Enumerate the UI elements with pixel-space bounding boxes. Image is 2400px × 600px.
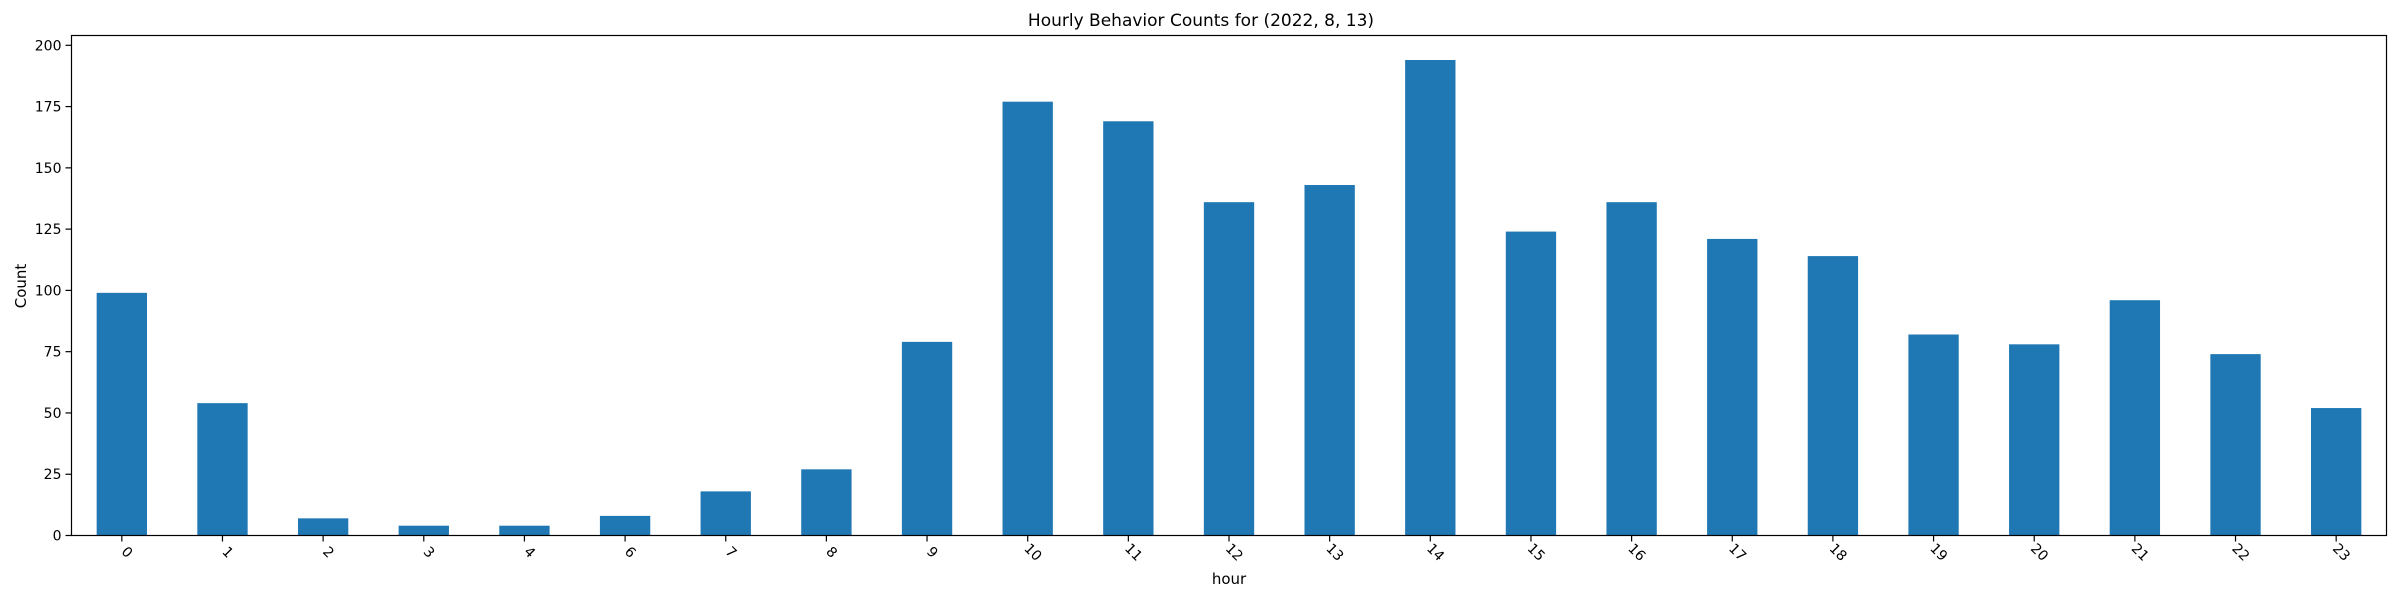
bar-hour-13 [1304,185,1355,536]
x-tick-label: 6 [621,544,639,562]
bar-hour-3 [398,525,449,536]
chart-title: Hourly Behavior Counts for (2022, 8, 13) [1028,11,1374,31]
y-tick-label: 175 [35,100,62,116]
y-tick-label: 0 [53,529,62,545]
x-tick-label: 12 [1222,541,1246,565]
bar-hour-19 [1908,334,1959,536]
bar-hour-14 [1405,60,1456,536]
y-tick-label: 75 [44,345,62,361]
y-tick-label: 50 [44,406,62,422]
y-tick-label: 125 [35,222,62,238]
x-tick-label: 18 [1826,541,1850,565]
bar-hour-16 [1606,202,1657,536]
bar-hour-15 [1505,231,1557,536]
y-axis-label: Count [12,264,30,309]
bar-hour-10 [1002,101,1053,536]
bar-hour-7 [700,491,751,536]
bar-hour-4 [499,525,550,536]
x-tick-label: 23 [2329,541,2353,565]
bar-hour-22 [2210,354,2261,536]
bar-hour-11 [1103,121,1154,536]
x-tick-label: 0 [118,544,136,562]
y-tick-label: 150 [35,161,62,177]
x-tick-label: 10 [1021,541,1045,565]
bar-hour-0 [96,292,147,536]
x-tick-label: 1 [218,544,236,562]
x-axis-label: hour [1212,570,1247,588]
y-tick-label: 200 [35,38,62,54]
bar-hour-6 [599,515,651,536]
x-tick-label: 20 [2027,541,2051,565]
bar-hour-8 [801,469,852,536]
x-tick-label: 17 [1725,541,1749,565]
bar-hour-2 [297,518,349,536]
x-tick-label: 3 [420,544,438,562]
x-tick-label: 16 [1624,541,1648,565]
bar-hour-18 [1807,256,1859,536]
x-tick-label: 22 [2228,541,2252,565]
y-tick-label: 25 [44,467,62,483]
x-tick-label: 8 [822,544,840,562]
x-tick-label: 4 [520,544,538,562]
x-tick-label: 13 [1323,541,1347,565]
x-tick-label: 19 [1926,541,1950,565]
bar-hour-1 [197,403,248,536]
bar-hour-12 [1203,202,1255,536]
bar-hour-17 [1707,238,1758,536]
x-tick-label: 11 [1121,541,1145,565]
x-axis: 0 1 2 3 4 6 7 8 9 10 11 12 13 14 15 16 17 18 19 20 21 22 23 [118,535,2353,565]
x-tick-label: 7 [722,544,740,562]
bar-hour-23 [2311,408,2362,536]
bar-hour-20 [2009,344,2060,536]
x-tick-label: 14 [1423,541,1447,565]
bar-hour-21 [2109,300,2161,536]
x-tick-label: 2 [319,544,337,562]
y-tick-label: 100 [35,283,62,299]
y-axis: 0 25 50 75 100 125 150 175 200 [35,38,72,545]
bars-layer [96,60,2362,536]
x-tick-label: 21 [2128,541,2152,565]
bar-hour-9 [901,341,953,536]
x-tick-label: 15 [1524,541,1548,565]
x-tick-label: 9 [923,544,941,562]
plot-frame [70,34,2388,537]
